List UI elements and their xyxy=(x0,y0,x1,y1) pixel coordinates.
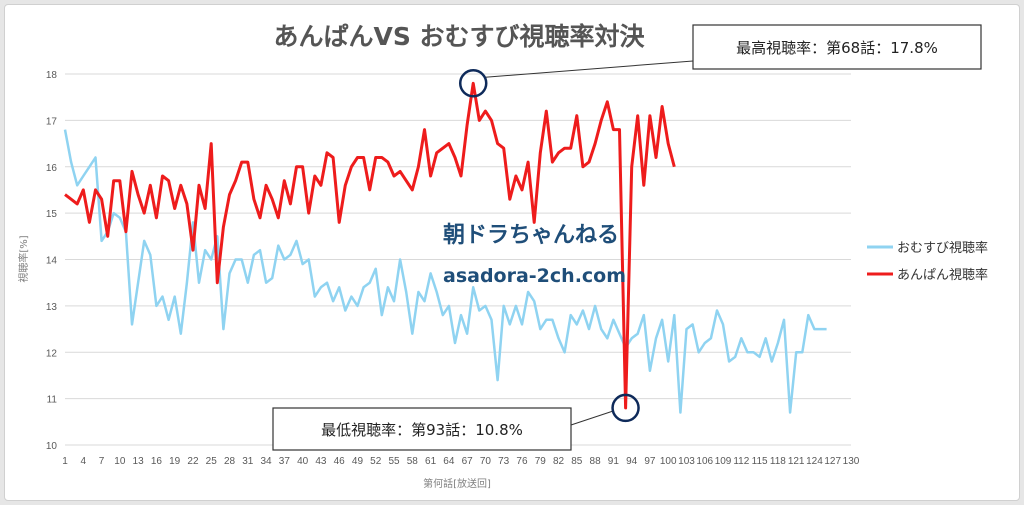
max-annotation-text: 最高視聴率：第68話：17.8% xyxy=(736,39,938,57)
x-tick-label: 112 xyxy=(733,456,749,467)
max-annotation-box xyxy=(692,24,982,70)
max-annotation-leader xyxy=(485,60,694,78)
x-tick-label: 88 xyxy=(590,456,602,467)
min-annotation-circle xyxy=(611,393,640,423)
annotations: 最高視聴率：第68話：17.8% 最低視聴率：第93話：10.8% xyxy=(272,24,982,451)
x-tick-label: 37 xyxy=(279,456,291,467)
y-tick-label: 15 xyxy=(46,209,58,220)
x-tick-label: 13 xyxy=(133,456,145,467)
chart-title: あんぱんVS おむすび視聴率対決 xyxy=(273,22,645,51)
y-tick-label: 12 xyxy=(46,348,58,359)
x-tick-label: 46 xyxy=(334,456,346,467)
x-tick-label: 85 xyxy=(571,456,583,467)
min-annotation-box xyxy=(272,407,572,451)
y-tick-label: 13 xyxy=(46,302,58,313)
y-tick-label: 14 xyxy=(46,256,58,267)
x-tick-label: 82 xyxy=(553,456,565,467)
legend: おむすび視聴率 あんぱん視聴率 xyxy=(867,240,988,283)
chart: 1 4 7 10 13 16 19 22 25 28 31 34 37 40 43 46 49 52 55 58 61 6… xyxy=(17,22,988,490)
x-tick-label: 100 xyxy=(660,456,677,467)
x-tick-label: 64 xyxy=(443,456,455,467)
x-tick-label: 124 xyxy=(806,456,823,467)
y-tick-label: 17 xyxy=(46,116,58,127)
min-annotation-leader xyxy=(570,410,614,426)
legend-label-anpan: あんぱん視聴率 xyxy=(897,267,988,283)
x-tick-label: 49 xyxy=(352,456,364,467)
x-tick-label: 22 xyxy=(187,456,199,467)
max-annotation-circle xyxy=(458,69,488,98)
x-tick-label: 106 xyxy=(696,456,713,467)
x-tick-label: 121 xyxy=(788,456,805,467)
x-tick-label: 19 xyxy=(169,456,181,467)
x-tick-label: 73 xyxy=(498,456,510,467)
chart-frame: 1 4 7 10 13 16 19 22 25 28 31 34 37 40 43 46 49 52 55 58 61 6… xyxy=(4,4,1020,501)
x-tick-label: 10 xyxy=(114,456,126,467)
x-tick-label: 130 xyxy=(843,456,860,467)
x-tick-label: 55 xyxy=(388,456,400,467)
x-tick-label: 97 xyxy=(644,456,656,467)
y-axis-label: 視聴率[%] xyxy=(17,235,30,282)
y-tick-label: 10 xyxy=(46,441,58,452)
x-tick-label: 31 xyxy=(242,456,254,467)
x-tick-label: 4 xyxy=(80,456,86,467)
legend-label-omusubi: おむすび視聴率 xyxy=(897,240,988,256)
y-tick-label: 16 xyxy=(46,163,58,174)
x-tick-label: 1 xyxy=(62,456,68,467)
x-tick-label: 16 xyxy=(151,456,163,467)
watermark-title: 朝ドラちゃんねる xyxy=(443,222,619,248)
y-axis: 10 11 12 13 14 15 16 17 18 xyxy=(46,70,58,452)
x-tick-label: 52 xyxy=(370,456,382,467)
x-tick-label: 70 xyxy=(480,456,492,467)
x-tick-label: 34 xyxy=(261,456,273,467)
x-tick-label: 127 xyxy=(824,456,841,467)
x-tick-label: 76 xyxy=(516,456,528,467)
x-tick-label: 115 xyxy=(752,456,768,467)
y-tick-label: 18 xyxy=(46,70,58,81)
x-tick-label: 103 xyxy=(678,456,695,467)
y-tick-label: 11 xyxy=(47,395,58,406)
min-annotation-text: 最低視聴率：第93話：10.8% xyxy=(321,421,523,439)
series-line-anpan xyxy=(64,81,676,410)
x-tick-label: 7 xyxy=(99,456,105,467)
gridlines xyxy=(65,73,851,446)
x-tick-label: 94 xyxy=(626,456,638,467)
x-tick-label: 118 xyxy=(770,456,786,467)
x-axis: 1 4 7 10 13 16 19 22 25 28 31 34 37 40 43 46 49 52 55 58 61 6… xyxy=(62,456,860,467)
x-tick-label: 58 xyxy=(407,456,419,467)
x-tick-label: 61 xyxy=(425,456,437,467)
x-tick-label: 67 xyxy=(462,456,474,467)
x-tick-label: 109 xyxy=(715,456,732,467)
series-lines xyxy=(63,81,827,414)
watermark-url: asadora-2ch.com xyxy=(443,265,626,287)
x-tick-label: 28 xyxy=(224,456,236,467)
x-tick-label: 79 xyxy=(535,456,547,467)
x-tick-label: 91 xyxy=(608,456,620,467)
x-axis-label: 第何話[放送回] xyxy=(423,477,491,490)
x-tick-label: 43 xyxy=(315,456,327,467)
x-tick-label: 40 xyxy=(297,456,309,467)
x-tick-label: 25 xyxy=(206,456,218,467)
